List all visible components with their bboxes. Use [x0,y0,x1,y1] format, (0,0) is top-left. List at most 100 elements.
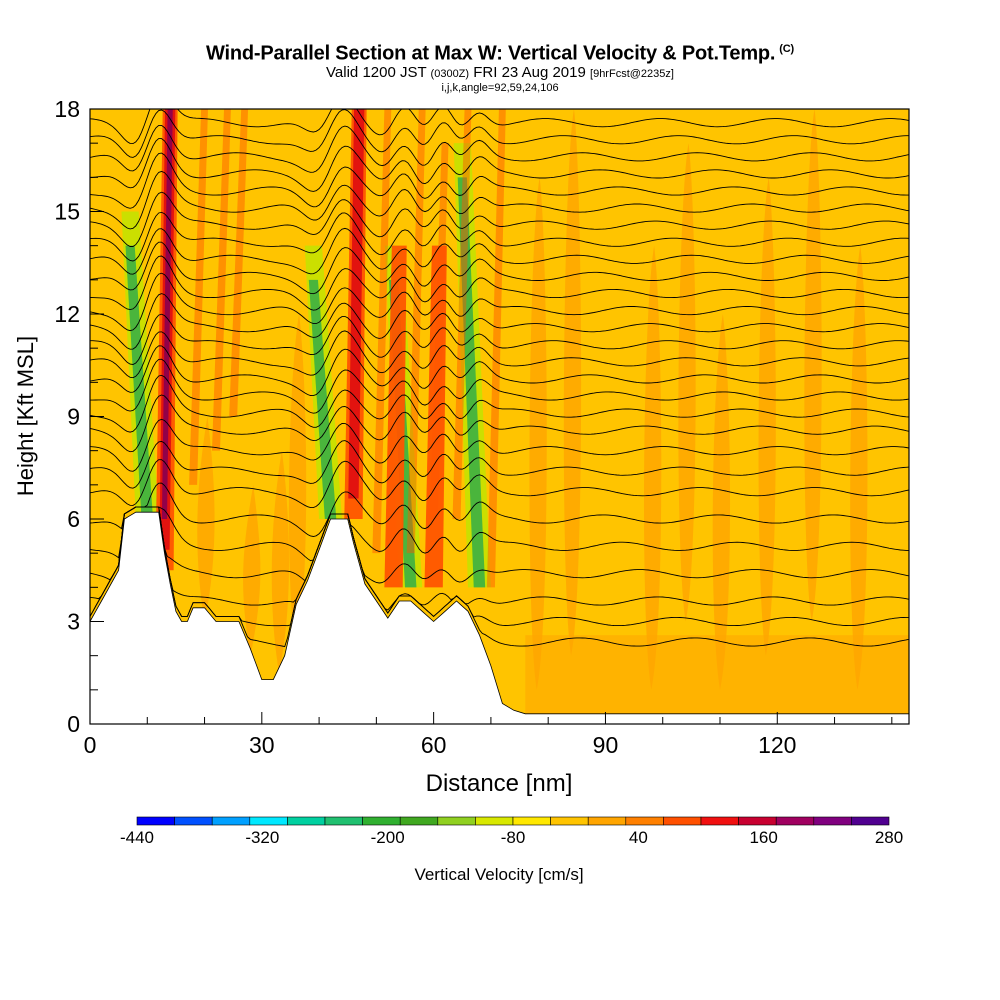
isentrope-line [90,272,909,332]
isentrope-line [90,394,909,453]
isentrope-line [90,374,909,433]
weak-updraft-patch [271,450,290,673]
colorbar-swatch [174,816,213,826]
weak-updraft-patch [804,109,822,622]
terrain-profile [90,511,909,724]
x-tick-label: 60 [421,732,447,758]
colorbar-swatch [663,816,702,826]
isentrope-line [90,241,909,295]
y-tick-label: 9 [67,404,80,430]
isentrope-line [90,506,909,584]
wave-stripe [372,109,392,554]
wave-stripe [429,143,449,519]
downdraft-plume-core [457,177,486,588]
colorbar-tick-label: -320 [245,828,279,847]
isentrope-line [90,313,909,365]
colorbar-swatch [851,816,890,826]
downdraft-plume-core [125,245,153,519]
y-tick-label: 18 [54,96,80,122]
isentrope-line [90,109,909,158]
isentrope-line [90,170,909,230]
chart-subtitle: Valid 1200 JST (0300Z) FRI 23 Aug 2019 [… [326,63,674,81]
weak-updraft-patch [529,177,547,690]
weak-updraft-patch [712,314,731,690]
colorbar-swatch [287,816,326,826]
isentrope-line [90,191,909,247]
x-axis: 0 30 60 90 120 [84,712,893,758]
colorbar-label: Vertical Velocity [cm/s] [414,865,583,884]
updraft-plume-max [161,109,173,519]
colorbar-swatch [475,816,514,826]
updraft-plume-outer [424,245,447,588]
isentrope-line [90,152,909,209]
colorbar-swatch [362,816,401,826]
updraft-plume-outer [384,245,407,588]
downdraft-plume-core [308,279,337,519]
y-axis: 0 3 6 9 12 15 18 [54,96,104,737]
chart-indices: i,j,k,angle=92,59,24,106 [441,81,559,94]
weak-updraft-patch [563,109,582,656]
y-tick-label: 12 [54,301,80,327]
colorbar-swatch [324,816,363,826]
y-axis-label: Height [Kft MSL] [13,336,38,496]
colorbar-tick-label: 40 [629,828,648,847]
isentrope-line [90,358,909,414]
colorbar-swatch [399,816,439,826]
isentrope-line [90,211,909,262]
y-tick-label: 3 [67,609,80,635]
isentrope-line [90,124,909,173]
colorbar-swatch [625,816,664,826]
weak-updraft-patch [678,143,696,622]
wave-stripe [406,109,426,554]
chart-title-block: Wind-Parallel Section at Max W: Vertical… [0,38,1000,94]
isentrope-line [90,418,909,472]
colorbar-tick-label: 280 [875,828,903,847]
x-tick-label: 0 [84,732,97,758]
colorbar-swatch [249,816,288,826]
wave-stripe [229,109,249,417]
x-tick-label: 90 [593,732,619,758]
y-tick-label: 15 [54,199,80,225]
colorbar-tick-label: 160 [749,828,777,847]
colorbar-swatch [813,816,852,826]
x-tick-label: 30 [249,732,275,758]
colorbar-swatch [211,816,251,826]
updraft-plume-core [348,109,365,499]
isentrope-line [90,138,909,192]
colorbar-swatch [700,816,739,826]
isentrope-line [90,440,909,489]
copyright-mark: (C) [779,43,794,55]
isentrope-line [90,330,909,379]
isentrope-line [90,506,909,627]
colorbar-swatch [437,816,476,826]
x-tick-label: 120 [758,732,796,758]
isentrope-line [90,506,909,562]
colorbar-swatch [136,816,175,826]
isentrope-line [90,227,909,275]
isentrope-line [90,255,909,311]
y-tick-label: 6 [67,506,80,532]
chart-title: Wind-Parallel Section at Max W: Vertical… [206,42,794,65]
colorbar-tick-label: -440 [120,828,154,847]
isentrope-line [90,482,909,537]
terrain-mask [90,511,909,724]
x-axis-label: Distance [nm] [426,770,573,797]
colorbar-swatch [587,816,627,826]
isentrope-contours [90,109,909,648]
isentrope-line [90,506,909,611]
weak-updraft-patch [758,177,776,656]
wave-stripe [452,109,472,519]
colorbar-tick-label: -200 [371,828,405,847]
colorbar-swatch [550,816,589,826]
isentrope-line [90,109,909,145]
colorbar: -440 -320 -200 -80 40 160 280 [120,816,903,847]
isentrope-line [90,345,909,397]
weak-updraft-patch [643,245,662,690]
colorbar-swatch [775,816,815,826]
weak-updraft-patch [850,245,868,690]
low-level-updraft-band [525,635,909,724]
colorbar-tick-label: -80 [501,828,526,847]
weak-updraft-patch [243,484,261,656]
colorbar-swatch [512,816,551,826]
